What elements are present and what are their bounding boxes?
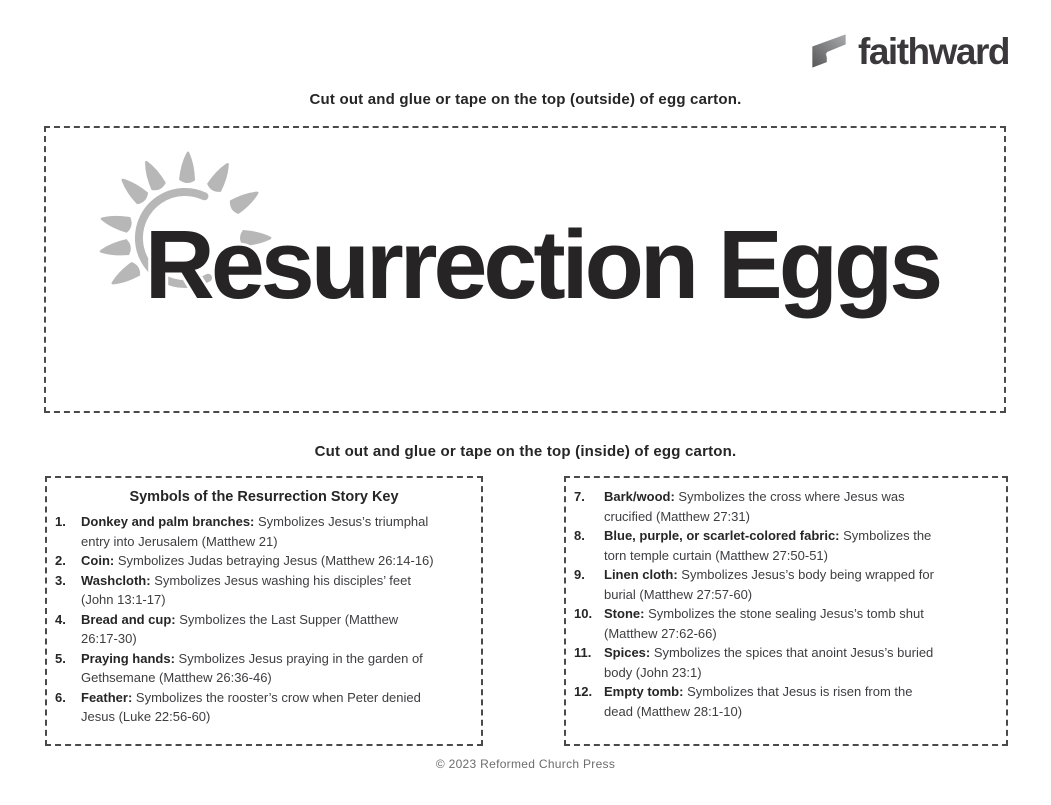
key-item: 7. Bark/wood: Symbolizes the cross where…	[574, 487, 998, 526]
key-item-number: 8.	[574, 528, 585, 543]
key-item-text: Symbolizes the stone sealing Jesus’s tom…	[604, 606, 924, 641]
key-item: 1. Donkey and palm branches: Symbolizes …	[55, 512, 473, 551]
key-item-text: Symbolizes Jesus’s body being wrapped fo…	[604, 567, 934, 602]
key-box-right: 7. Bark/wood: Symbolizes the cross where…	[564, 476, 1008, 746]
key-item-number: 10.	[574, 606, 593, 621]
key-item-number: 4.	[55, 611, 66, 627]
key-item-body: Washcloth: Symbolizes Jesus washing his …	[81, 571, 473, 610]
key-item-text: Symbolizes that Jesus is risen from the …	[604, 684, 913, 719]
key-item-text: Symbolizes Jesus washing his disciples’ …	[81, 572, 411, 608]
key-item-body: Blue, purple, or scarlet-colored fabric:…	[604, 526, 998, 565]
key-item-number: 5.	[55, 650, 66, 666]
key-item-body: Linen cloth: Symbolizes Jesus’s body bei…	[604, 565, 998, 604]
key-item: 2. Coin: Symbolizes Judas betraying Jesu…	[55, 551, 473, 571]
key-item-number: 3.	[55, 572, 66, 588]
copyright: © 2023 Reformed Church Press	[435, 757, 616, 771]
key-item-body: Praying hands: Symbolizes Jesus praying …	[81, 649, 473, 688]
key-item-label: Washcloth:	[81, 572, 151, 588]
key-item-label: Stone:	[604, 606, 645, 621]
key-item-text: Symbolizes the rooster’s crow when Peter…	[81, 689, 421, 725]
key-item: 12. Empty tomb: Symbolizes that Jesus is…	[574, 682, 998, 721]
key-item-number: 9.	[574, 567, 585, 582]
faithward-logo-text: faithward	[858, 30, 1010, 72]
key-list-left: 1. Donkey and palm branches: Symbolizes …	[55, 512, 473, 727]
key-item-text: Symbolizes the cross where Jesus was cru…	[604, 489, 905, 524]
key-item-text: Symbolizes the Last Supper (Matthew 26:1…	[81, 611, 399, 647]
key-item: 8. Blue, purple, or scarlet-colored fabr…	[574, 526, 998, 565]
key-item-body: Coin: Symbolizes Judas betraying Jesus (…	[81, 551, 473, 571]
key-item-number: 2.	[55, 553, 66, 568]
key-item-label: Bread and cup:	[81, 611, 176, 627]
key-item-text: Symbolizes Jesus praying in the garden o…	[81, 650, 423, 686]
key-item-label: Bark/wood:	[604, 489, 675, 504]
key-item: 9. Linen cloth: Symbolizes Jesus’s body …	[574, 565, 998, 604]
key-item-number: 12.	[574, 684, 593, 699]
key-heading: Symbols of the Resurrection Story Key	[129, 489, 399, 505]
key-list-right: 7. Bark/wood: Symbolizes the cross where…	[574, 487, 998, 721]
key-item-label: Coin:	[81, 553, 115, 568]
key-item-body: Donkey and palm branches: Symbolizes Jes…	[81, 512, 473, 551]
key-item-body: Spices: Symbolizes the spices that anoin…	[604, 643, 998, 682]
key-item-label: Spices:	[604, 645, 651, 660]
key-item-number: 11.	[574, 645, 592, 660]
key-item-text: Symbolizes Judas betraying Jesus (Matthe…	[117, 553, 434, 568]
key-item-body: Bread and cup: Symbolizes the Last Suppe…	[81, 610, 473, 649]
key-item-label: Donkey and palm branches:	[81, 514, 255, 529]
key-item-text: Symbolizes the spices that anoint Jesus’…	[604, 645, 934, 680]
key-item-number: 6.	[55, 689, 66, 705]
key-item: 11. Spices: Symbolizes the spices that a…	[574, 643, 998, 682]
faithward-flag-icon	[812, 34, 846, 68]
key-item-body: Stone: Symbolizes the stone sealing Jesu…	[604, 604, 998, 643]
main-title: Resurrection Eggs	[144, 210, 943, 319]
key-item: 10. Stone: Symbolizes the stone sealing …	[574, 604, 998, 643]
key-item-label: Blue, purple, or scarlet-colored fabric:	[604, 528, 840, 543]
key-item-label: Empty tomb:	[604, 684, 684, 699]
key-item-number: 1.	[55, 514, 66, 529]
key-item-number: 7.	[574, 489, 585, 504]
key-item-text: Symbolizes Jesus’s triumphal entry into …	[81, 514, 429, 549]
key-item: 4. Bread and cup: Symbolizes the Last Su…	[55, 610, 473, 649]
title-cutout-box: Resurrection Eggs	[44, 126, 1006, 413]
key-item-body: Bark/wood: Symbolizes the cross where Je…	[604, 487, 998, 526]
key-box-left: Symbols of the Resurrection Story Key 1.…	[45, 476, 483, 746]
key-item-text: Symbolizes the torn temple curtain (Matt…	[604, 528, 932, 563]
key-item-body: Feather: Symbolizes the rooster’s crow w…	[81, 688, 473, 727]
key-item-label: Feather:	[81, 689, 133, 705]
key-item: 3. Washcloth: Symbolizes Jesus washing h…	[55, 571, 473, 610]
instruction-outside: Cut out and glue or tape on the top (out…	[309, 91, 742, 108]
faithward-logo: faithward	[809, 30, 1010, 72]
key-item-body: Empty tomb: Symbolizes that Jesus is ris…	[604, 682, 998, 721]
key-item: 5. Praying hands: Symbolizes Jesus prayi…	[55, 649, 473, 688]
key-item-label: Praying hands:	[81, 650, 175, 666]
sun-icon	[98, 151, 272, 291]
key-item: 6. Feather: Symbolizes the rooster’s cro…	[55, 688, 473, 727]
key-item-label: Linen cloth:	[604, 567, 678, 582]
instruction-inside: Cut out and glue or tape on the top (ins…	[314, 443, 737, 460]
